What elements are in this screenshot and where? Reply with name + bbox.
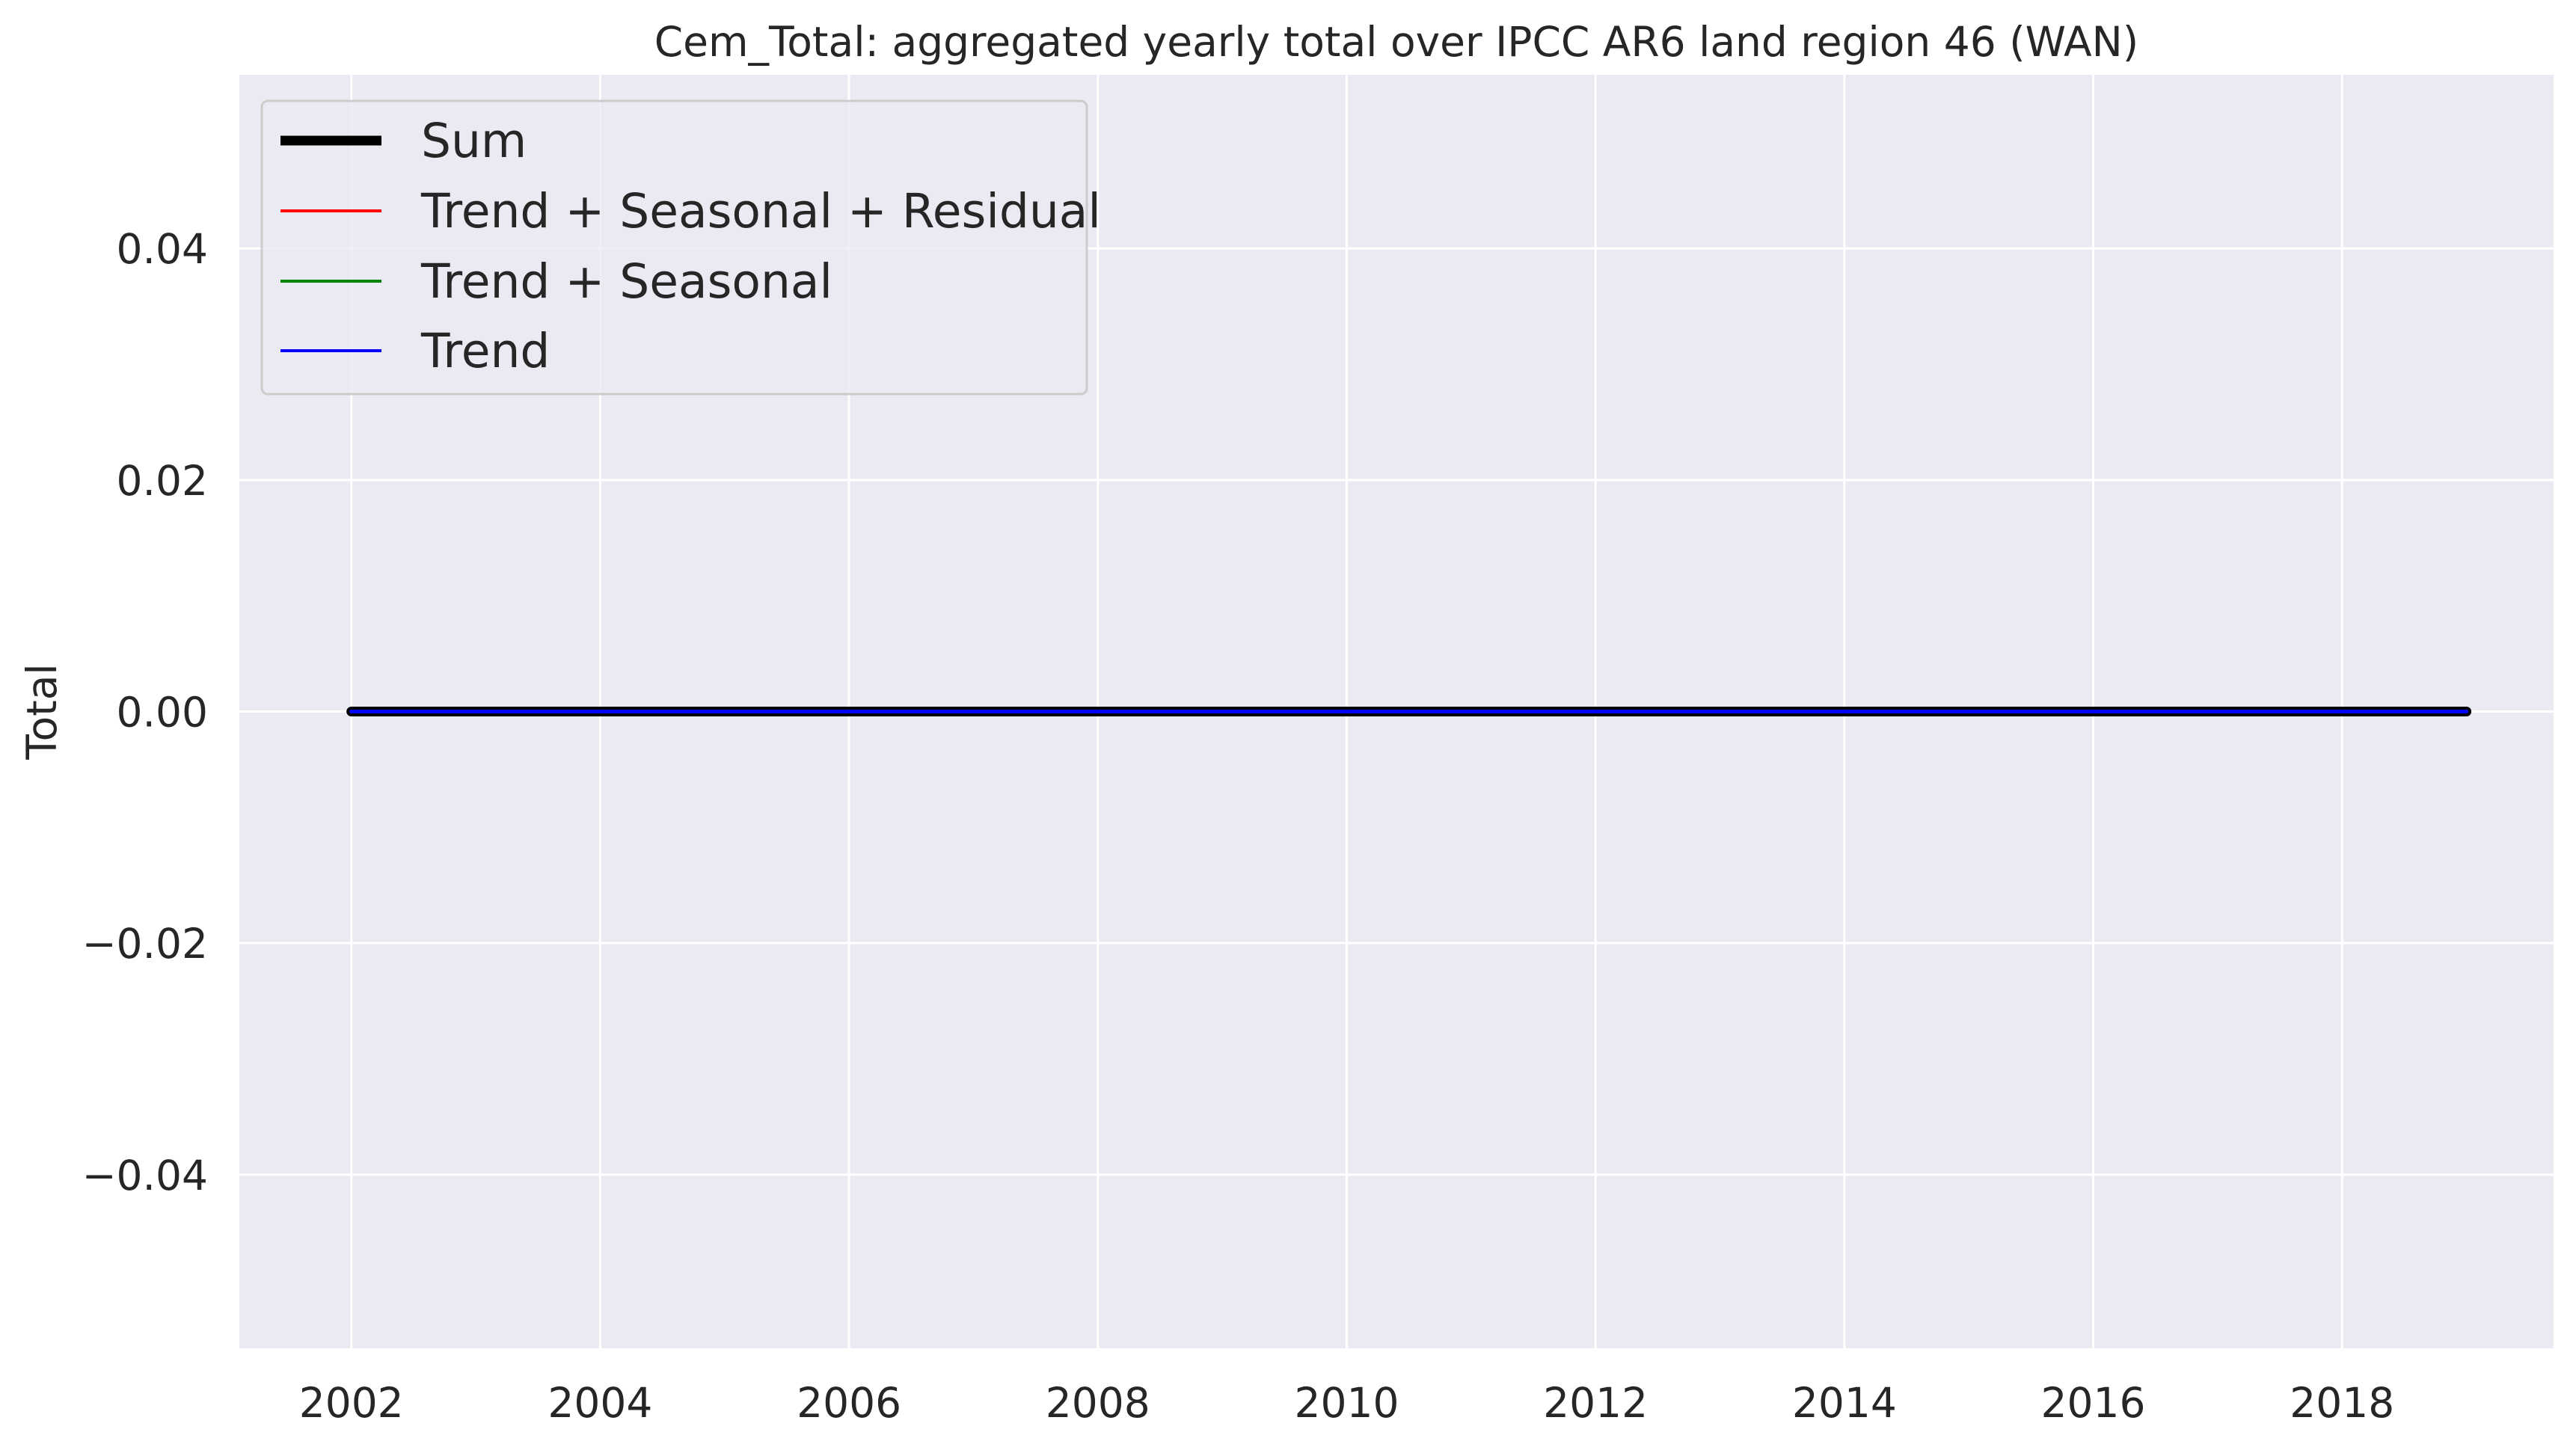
legend: Sum Trend + Seasonal + Residual Trend + Se… (260, 99, 1101, 396)
legend-frame (260, 99, 1088, 396)
legend-entry-label: Trend + Seasonal (420, 254, 832, 309)
y-tick-label: −0.04 (82, 1152, 208, 1199)
x-tick-label: 2018 (2290, 1379, 2394, 1427)
y-tick-label: 0.02 (117, 457, 208, 505)
legend-entry-label: Trend + Seasonal + Residual (420, 184, 1101, 239)
x-tick-label: 2004 (548, 1379, 652, 1427)
x-tick-label: 2010 (1294, 1379, 1399, 1427)
x-tick-labels: 2002 2004 2006 2008 2010 2012 2014 2016 2018 (299, 1379, 2394, 1427)
x-tick-label: 2008 (1046, 1379, 1150, 1427)
x-tick-label: 2014 (1792, 1379, 1897, 1427)
y-tick-label: 0.04 (117, 225, 208, 273)
y-tick-label: 0.00 (117, 689, 208, 737)
x-tick-label: 2006 (797, 1379, 901, 1427)
chart-title: Cem_Total: aggregated yearly total over … (654, 18, 2139, 66)
y-axis-label: Total (18, 663, 66, 760)
x-tick-label: 2012 (1543, 1379, 1648, 1427)
y-tick-labels: −0.04 −0.02 0.00 0.02 0.04 (82, 225, 208, 1199)
legend-entry-label: Trend (420, 324, 550, 378)
x-tick-label: 2002 (299, 1379, 404, 1427)
y-tick-label: −0.02 (82, 920, 208, 968)
x-tick-label: 2016 (2041, 1379, 2146, 1427)
legend-entry-label: Sum (421, 114, 527, 168)
